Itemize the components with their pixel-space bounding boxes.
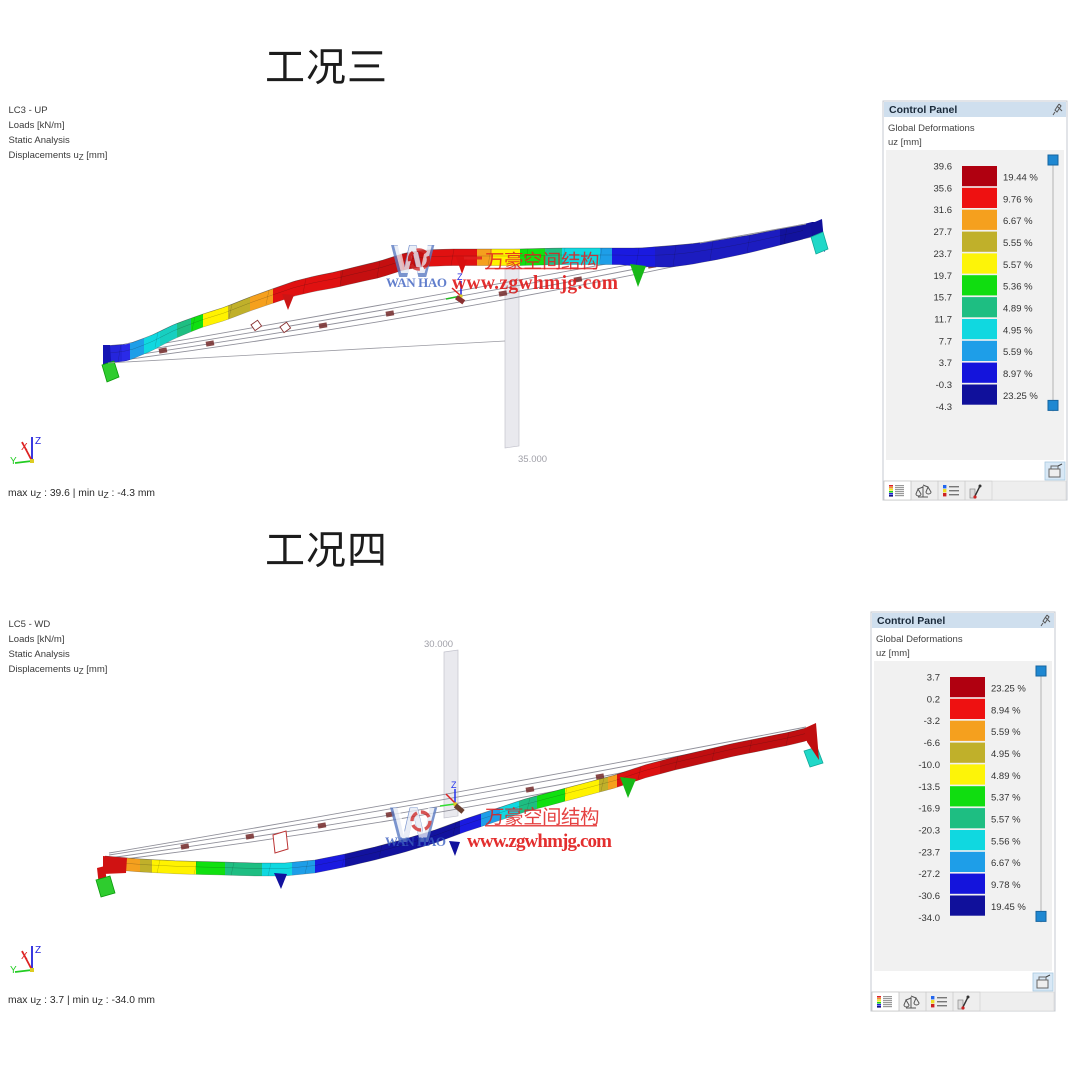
svg-text:8.97 %: 8.97 %	[1003, 369, 1033, 380]
svg-text:Displacements uZ [mm]: Displacements uZ [mm]	[9, 664, 108, 676]
svg-text:Y: Y	[10, 965, 17, 976]
svg-text:Loads [kN/m]: Loads [kN/m]	[9, 634, 65, 645]
svg-text:3.7: 3.7	[927, 673, 940, 684]
svg-text:23.25 %: 23.25 %	[1003, 391, 1038, 402]
svg-text:5.36 %: 5.36 %	[1003, 282, 1033, 293]
svg-text:Global Deformations: Global Deformations	[876, 634, 963, 645]
svg-text:X: X	[21, 951, 28, 962]
svg-text:19.44 %: 19.44 %	[1003, 172, 1038, 183]
svg-text:15.7: 15.7	[934, 293, 953, 304]
svg-text:-34.0: -34.0	[918, 913, 940, 924]
svg-text:Static Analysis: Static Analysis	[9, 649, 70, 660]
svg-text:uz [mm]: uz [mm]	[888, 137, 922, 148]
svg-text:39.6: 39.6	[934, 162, 953, 173]
svg-text:35.000: 35.000	[518, 454, 547, 465]
svg-text:19.7: 19.7	[934, 271, 953, 282]
svg-text:X: X	[21, 442, 28, 453]
svg-text:6.67 %: 6.67 %	[991, 858, 1021, 869]
svg-text:-27.2: -27.2	[918, 869, 940, 880]
svg-text:Z: Z	[451, 780, 457, 790]
svg-text:-6.6: -6.6	[924, 738, 940, 749]
svg-text:Z: Z	[457, 272, 463, 282]
svg-text:WAN HAO: WAN HAO	[386, 275, 447, 290]
svg-text:Control Panel: Control Panel	[877, 615, 945, 627]
svg-text:5.37 %: 5.37 %	[991, 793, 1021, 804]
svg-text:Displacements uZ [mm]: Displacements uZ [mm]	[9, 150, 108, 162]
svg-text:LC3 - UP: LC3 - UP	[9, 105, 48, 116]
svg-text:4.95 %: 4.95 %	[991, 749, 1021, 760]
svg-text:Control Panel: Control Panel	[889, 104, 957, 116]
svg-text:Loads [kN/m]: Loads [kN/m]	[9, 120, 65, 131]
svg-text:4.95 %: 4.95 %	[1003, 325, 1033, 336]
svg-text:www.zgwhmjg.com: www.zgwhmjg.com	[452, 273, 618, 294]
svg-text:Z: Z	[35, 945, 41, 956]
svg-text:Z: Z	[35, 436, 41, 447]
svg-text:-20.3: -20.3	[918, 826, 940, 837]
svg-text:5.57 %: 5.57 %	[991, 815, 1021, 826]
svg-text:19.45 %: 19.45 %	[991, 902, 1026, 913]
svg-text:5.59 %: 5.59 %	[1003, 347, 1033, 358]
svg-text:9.78 %: 9.78 %	[991, 880, 1021, 891]
svg-text:7.7: 7.7	[939, 336, 952, 347]
svg-text:WAN HAO: WAN HAO	[385, 834, 446, 849]
svg-text:max uZ : 39.6 | min uZ : -4.3: max uZ : 39.6 | min uZ : -4.3 mm	[8, 488, 155, 500]
svg-text:6.67 %: 6.67 %	[1003, 216, 1033, 227]
svg-text:Global Deformations: Global Deformations	[888, 123, 975, 134]
svg-text:-3.2: -3.2	[924, 716, 940, 727]
svg-text:0.2: 0.2	[927, 694, 940, 705]
svg-text:-10.0: -10.0	[918, 760, 940, 771]
svg-text:5.57 %: 5.57 %	[1003, 260, 1033, 271]
svg-text:11.7: 11.7	[934, 315, 952, 326]
svg-text:-23.7: -23.7	[918, 847, 940, 858]
svg-text:35.6: 35.6	[934, 183, 953, 194]
svg-text:W: W	[394, 238, 432, 282]
svg-text:8.94 %: 8.94 %	[991, 705, 1021, 716]
svg-text:uz [mm]: uz [mm]	[876, 648, 910, 659]
svg-text:27.7: 27.7	[934, 227, 953, 238]
svg-text:-0.3: -0.3	[936, 380, 952, 391]
svg-text:23.7: 23.7	[934, 249, 953, 260]
svg-text:23.25 %: 23.25 %	[991, 683, 1026, 694]
svg-text:3.7: 3.7	[939, 358, 952, 369]
svg-text:4.89 %: 4.89 %	[991, 771, 1021, 782]
svg-text:-16.9: -16.9	[918, 804, 940, 815]
svg-text:-30.6: -30.6	[918, 891, 940, 902]
svg-text:5.59 %: 5.59 %	[991, 727, 1021, 738]
svg-text:31.6: 31.6	[934, 205, 953, 216]
svg-text:www.zgwhmjg.com: www.zgwhmjg.com	[467, 831, 612, 852]
svg-text:5.56 %: 5.56 %	[991, 836, 1021, 847]
svg-text:9.76 %: 9.76 %	[1003, 194, 1033, 205]
svg-text:Y: Y	[10, 456, 17, 467]
svg-text:LC5 - WD: LC5 - WD	[9, 619, 51, 630]
svg-text:30.000: 30.000	[424, 639, 453, 650]
svg-text:-13.5: -13.5	[918, 782, 940, 793]
svg-text:Static Analysis: Static Analysis	[9, 135, 70, 146]
svg-text:max uZ : 3.7 | min uZ : -34.0: max uZ : 3.7 | min uZ : -34.0 mm	[8, 995, 155, 1007]
svg-text:4.89 %: 4.89 %	[1003, 304, 1033, 315]
svg-text:5.55 %: 5.55 %	[1003, 238, 1033, 249]
svg-text:-4.3: -4.3	[936, 402, 952, 413]
